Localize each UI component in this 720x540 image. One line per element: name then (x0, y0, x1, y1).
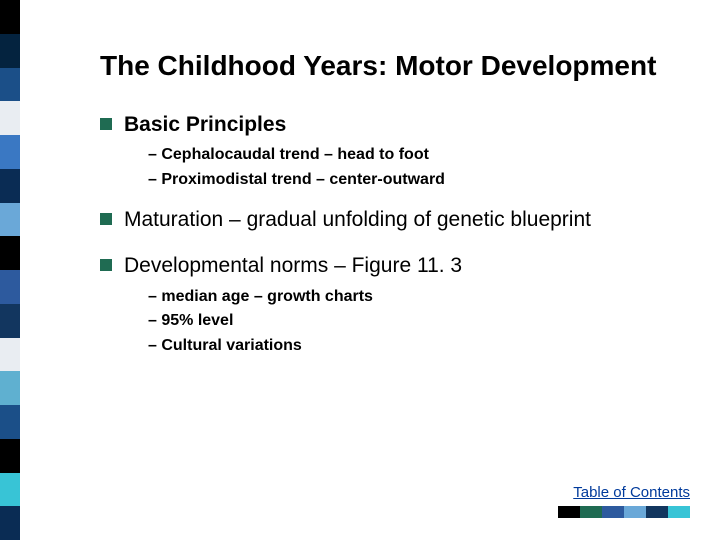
sidebar-stripe (0, 169, 20, 203)
footer-swatches (558, 506, 690, 518)
sidebar-stripe (0, 236, 20, 270)
slide-footer: Table of Contents (558, 484, 690, 518)
footer-swatch (624, 506, 646, 518)
sidebar-stripe (0, 473, 20, 507)
sidebar-stripe (0, 68, 20, 102)
footer-swatch (668, 506, 690, 518)
sidebar-stripe (0, 405, 20, 439)
sidebar-stripe (0, 101, 20, 135)
sidebar-stripe (0, 506, 20, 540)
sidebar-stripe (0, 203, 20, 237)
bullet-square-icon (100, 259, 112, 271)
sidebar-stripe (0, 135, 20, 169)
sidebar-stripe (0, 304, 20, 338)
bullet-text: Basic Principles (124, 112, 286, 138)
bullet-item: Developmental norms – Figure 11. 3 (100, 253, 680, 279)
bullet-square-icon (100, 118, 112, 130)
table-of-contents-link[interactable]: Table of Contents (573, 484, 690, 501)
sub-bullet: 95% level (148, 310, 680, 332)
footer-swatch (602, 506, 624, 518)
bullet-list: Basic Principles Cephalocaudal trend – he… (100, 112, 680, 373)
sidebar-stripe (0, 0, 20, 34)
sidebar-stripe (0, 439, 20, 473)
sidebar-stripe (0, 270, 20, 304)
sidebar-stripe (0, 34, 20, 68)
bullet-text: Maturation – gradual unfolding of geneti… (124, 207, 591, 233)
left-color-sidebar (0, 0, 20, 540)
sub-bullet: Cultural variations (148, 335, 680, 357)
sidebar-stripe (0, 338, 20, 372)
footer-swatch (558, 506, 580, 518)
slide-content: The Childhood Years: Motor Development B… (100, 50, 680, 373)
sub-bullet: Proximodistal trend – center-outward (148, 169, 680, 191)
footer-swatch (646, 506, 668, 518)
sub-bullet: median age – growth charts (148, 286, 680, 308)
slide-title: The Childhood Years: Motor Development (100, 50, 680, 82)
sidebar-stripe (0, 371, 20, 405)
bullet-text: Developmental norms – Figure 11. 3 (124, 253, 462, 279)
bullet-item: Maturation – gradual unfolding of geneti… (100, 207, 680, 233)
footer-swatch (580, 506, 602, 518)
sub-bullet: Cephalocaudal trend – head to foot (148, 144, 680, 166)
bullet-square-icon (100, 213, 112, 225)
bullet-item: Basic Principles (100, 112, 680, 138)
